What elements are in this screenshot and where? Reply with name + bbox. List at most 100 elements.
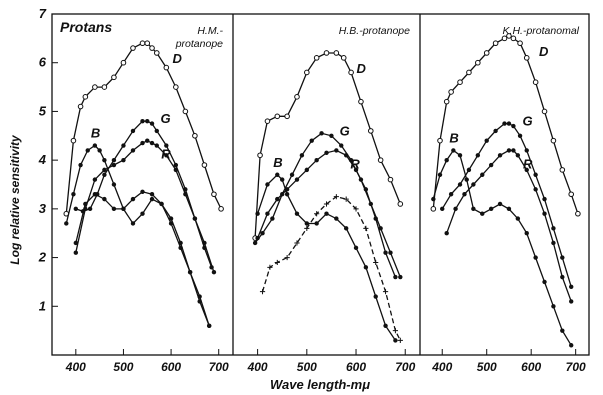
data-point bbox=[289, 172, 295, 177]
data-point bbox=[464, 177, 469, 182]
data-point bbox=[524, 167, 529, 173]
data-point bbox=[542, 211, 547, 216]
data-point bbox=[551, 304, 556, 309]
data-point bbox=[299, 153, 305, 158]
data-point bbox=[92, 192, 98, 197]
data-point bbox=[524, 231, 529, 236]
data-point bbox=[111, 157, 117, 163]
data-point bbox=[510, 35, 517, 42]
data-point bbox=[457, 182, 463, 187]
data-point bbox=[431, 196, 436, 202]
data-point bbox=[569, 299, 574, 304]
data-point bbox=[309, 138, 314, 143]
data-point bbox=[542, 279, 547, 285]
panel-title: H.B.-protanope bbox=[339, 25, 410, 37]
panel-title: K.H.-protanomal bbox=[503, 25, 580, 37]
data-point bbox=[430, 206, 437, 212]
data-point bbox=[560, 274, 565, 280]
data-point bbox=[383, 250, 388, 255]
data-point bbox=[274, 259, 280, 266]
chart-panel: 400 500 600 700 H.B.-protanope D G B R bbox=[247, 25, 416, 374]
series-label: G bbox=[523, 114, 533, 129]
data-point bbox=[304, 225, 310, 231]
data-point bbox=[517, 133, 523, 138]
series-line bbox=[65, 144, 210, 327]
data-point bbox=[173, 84, 179, 90]
data-point bbox=[471, 206, 476, 212]
data-point bbox=[363, 187, 369, 192]
data-point bbox=[139, 40, 146, 47]
data-point bbox=[259, 289, 266, 295]
data-point bbox=[284, 192, 290, 197]
series-line bbox=[446, 149, 572, 302]
data-point bbox=[70, 137, 77, 144]
data-point bbox=[457, 153, 463, 158]
data-point bbox=[542, 196, 547, 202]
data-point bbox=[475, 59, 481, 66]
series-label: G bbox=[161, 111, 171, 126]
data-point bbox=[255, 211, 260, 216]
data-point bbox=[121, 143, 126, 148]
data-point bbox=[265, 182, 270, 187]
data-point bbox=[343, 226, 349, 231]
data-point bbox=[201, 162, 208, 168]
data-point bbox=[304, 69, 310, 76]
data-point bbox=[515, 153, 521, 158]
data-point bbox=[398, 274, 403, 280]
data-point bbox=[373, 294, 378, 299]
data-point bbox=[182, 108, 189, 115]
data-point bbox=[348, 69, 354, 76]
series-label: D bbox=[173, 51, 183, 66]
data-point bbox=[121, 206, 126, 212]
data-point bbox=[353, 206, 359, 212]
data-point bbox=[197, 299, 202, 304]
x-tick-label: 500 bbox=[113, 360, 133, 374]
data-point bbox=[541, 108, 548, 115]
data-point bbox=[294, 177, 300, 182]
data-point bbox=[168, 216, 174, 221]
data-point bbox=[92, 84, 98, 90]
data-point bbox=[323, 201, 330, 207]
data-point bbox=[492, 40, 499, 47]
chart-frame: 1 2 3 4 5 6 7 bbox=[38, 6, 590, 356]
data-point bbox=[211, 191, 217, 198]
data-point bbox=[475, 153, 481, 158]
x-tick-label: 400 bbox=[431, 360, 452, 374]
data-point bbox=[329, 133, 334, 138]
data-point bbox=[97, 148, 102, 153]
series-line bbox=[65, 42, 222, 214]
data-point bbox=[130, 196, 136, 202]
data-point bbox=[466, 167, 472, 173]
data-point bbox=[64, 221, 69, 226]
data-point bbox=[173, 162, 179, 168]
data-point bbox=[480, 211, 485, 216]
data-point bbox=[533, 187, 538, 192]
data-point bbox=[164, 143, 169, 148]
data-point bbox=[140, 189, 145, 195]
x-tick-label: 500 bbox=[297, 360, 317, 374]
data-point bbox=[111, 74, 117, 81]
data-point bbox=[144, 40, 151, 47]
series-label: R bbox=[161, 147, 171, 162]
series-label: G bbox=[340, 123, 350, 138]
y-tick-label: 1 bbox=[39, 298, 46, 313]
data-point bbox=[192, 132, 198, 139]
data-point bbox=[387, 176, 394, 183]
chart-panel: 400 500 600 700 K.H.-protanomal D G B R bbox=[430, 25, 586, 374]
x-tick-label: 700 bbox=[566, 360, 586, 374]
data-point bbox=[206, 323, 212, 328]
data-point bbox=[92, 177, 98, 182]
data-point bbox=[260, 231, 265, 236]
data-point bbox=[101, 84, 108, 90]
series-line bbox=[254, 132, 401, 278]
data-point bbox=[102, 196, 107, 202]
data-point bbox=[154, 128, 159, 134]
data-point bbox=[560, 328, 565, 333]
data-point bbox=[397, 337, 403, 343]
series-line bbox=[261, 195, 401, 341]
data-point bbox=[102, 172, 107, 177]
data-point bbox=[102, 157, 107, 163]
data-point bbox=[575, 210, 581, 217]
data-point bbox=[378, 226, 383, 231]
